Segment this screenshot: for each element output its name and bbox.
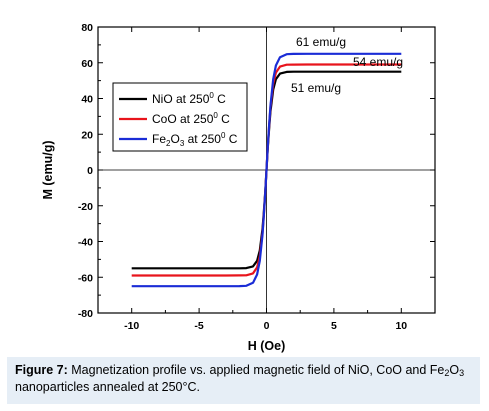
magnetization-chart: -10 -5 0 5 10 -80 -60 -40 -20 0 20 40 60 80 H (Oe) M (e… <box>41 22 436 353</box>
y-tick-label: -40 <box>78 237 93 249</box>
y-tick-label: 40 <box>81 94 93 106</box>
x-tick-label: 5 <box>331 320 337 332</box>
legend: NiO at 2500 C CoO at 2500 C Fe2O3 at 2500 … <box>112 82 248 152</box>
y-tick-label: 60 <box>81 58 93 70</box>
annotation-1: 61 emu/g <box>296 35 346 49</box>
x-tick-label: -10 <box>124 320 139 332</box>
y-tick-label: -60 <box>78 272 93 284</box>
caption-text-3: nanoparticles annealed at 250°C. <box>15 380 200 394</box>
caption-label: Figure 7: <box>15 363 68 377</box>
y-axis-label: M (emu/g) <box>41 140 55 199</box>
legend-label-3: Fe2O3 at 2500 C <box>152 131 238 148</box>
y-tick-label: 80 <box>81 22 93 34</box>
caption-text-2: O <box>449 363 460 377</box>
x-tick-label: -5 <box>194 320 203 332</box>
x-tick-label: 0 <box>264 320 270 332</box>
y-tick-label: 20 <box>81 129 93 141</box>
annotation-3: 51 emu/g <box>291 81 341 95</box>
y-tick-label: -80 <box>78 308 93 320</box>
figure-caption: Figure 7: Magnetization profile vs. appl… <box>7 357 480 404</box>
y-tick-label: 0 <box>87 165 93 177</box>
annotations: 61 emu/g 54 emu/g 51 emu/g <box>291 35 403 95</box>
legend-label-2: CoO at 2500 C <box>152 111 230 126</box>
caption-text-1: Magnetization profile vs. applied magnet… <box>67 363 445 377</box>
legend-label-1: NiO at 2500 C <box>152 91 226 106</box>
series-line-3 <box>131 52 402 288</box>
y-tick-label: -20 <box>78 201 93 213</box>
caption-sub-1: 2 <box>444 368 450 378</box>
axes: -10 -5 0 5 10 -80 -60 -40 -20 0 20 40 60 80 H (Oe) M (e… <box>41 22 436 353</box>
x-axis-label: H (Oe) <box>248 339 286 353</box>
annotation-2: 54 emu/g <box>353 55 403 69</box>
series-lines <box>131 52 402 288</box>
x-tick-label: 10 <box>395 320 407 332</box>
caption-sub-2: 3 <box>459 368 465 378</box>
